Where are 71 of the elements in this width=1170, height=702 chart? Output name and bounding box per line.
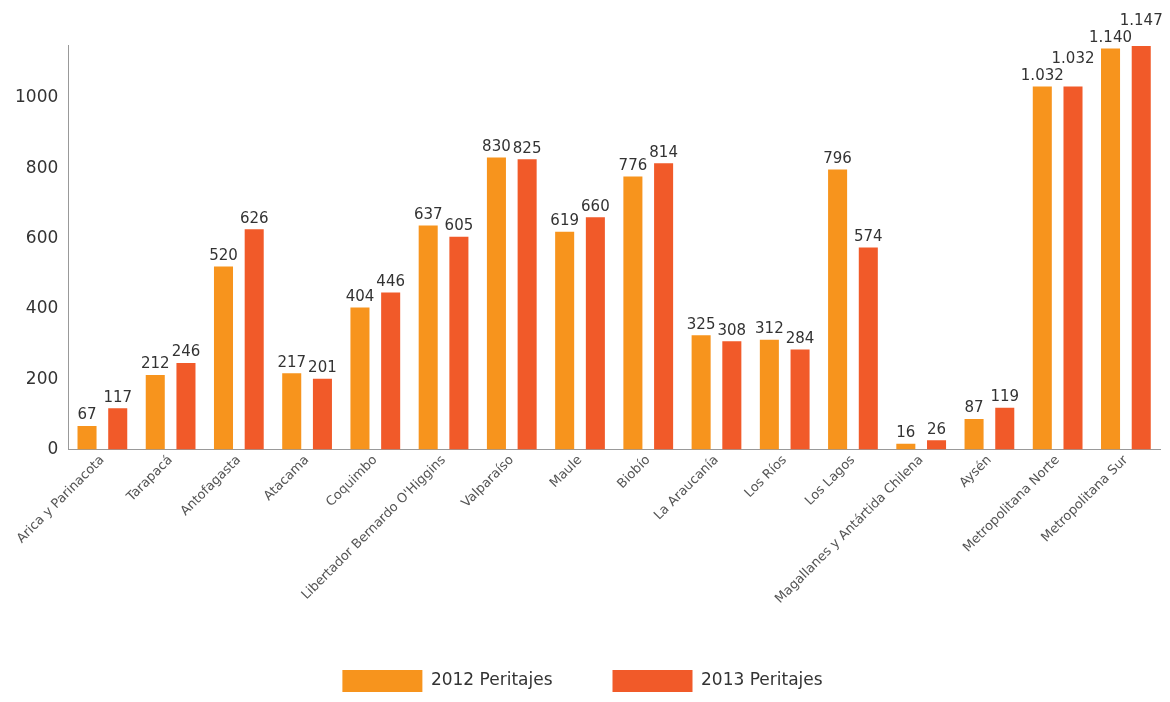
- data-label: 87: [964, 398, 984, 417]
- data-label: 16: [896, 423, 916, 442]
- data-label: 312: [755, 319, 784, 338]
- bar: [486, 157, 506, 450]
- data-label: 830: [482, 136, 511, 155]
- bar: [585, 217, 605, 450]
- bar: [244, 229, 264, 450]
- bar: [858, 247, 878, 450]
- bar: [1131, 46, 1151, 450]
- y-tick-label: 1000: [15, 86, 59, 107]
- data-label: 404: [345, 286, 375, 305]
- bar: [381, 292, 401, 450]
- data-label: 1.147: [1119, 10, 1163, 29]
- data-label: 520: [209, 245, 238, 264]
- bar: [418, 225, 438, 450]
- bar: [722, 341, 742, 450]
- bar: [555, 231, 575, 450]
- legend-label: 2013 Peritajes: [701, 669, 823, 690]
- data-label: 619: [550, 211, 579, 230]
- data-label: 284: [785, 328, 815, 347]
- bar: [176, 362, 196, 450]
- bar: [145, 374, 165, 450]
- bar: [1032, 86, 1052, 450]
- data-label: 67: [77, 405, 97, 424]
- y-tick-label: 0: [47, 437, 59, 458]
- data-label: 776: [618, 155, 648, 174]
- data-label: 605: [444, 216, 474, 235]
- data-label: 825: [512, 138, 542, 157]
- data-label: 325: [686, 314, 716, 333]
- y-tick-label: 600: [25, 226, 59, 247]
- bar: [108, 408, 128, 450]
- bar: [995, 407, 1015, 450]
- bar: [927, 440, 947, 450]
- bar: [517, 159, 537, 450]
- legend-label: 2012 Peritajes: [430, 669, 553, 690]
- bar: [312, 378, 332, 450]
- bar: [77, 425, 97, 450]
- data-label: 117: [103, 387, 133, 406]
- data-label: 1.140: [1089, 27, 1133, 46]
- bar: [654, 163, 674, 450]
- bar: [691, 335, 711, 450]
- data-label: 1.032: [1051, 48, 1095, 67]
- data-label: 217: [277, 352, 307, 371]
- bar: [828, 169, 848, 450]
- data-label: 1.032: [1020, 65, 1064, 84]
- data-label: 660: [581, 196, 610, 215]
- data-label: 212: [140, 354, 170, 373]
- y-tick-label: 400: [25, 297, 59, 318]
- bar: [790, 349, 810, 450]
- data-label: 814: [649, 142, 678, 161]
- data-label: 574: [853, 226, 883, 245]
- data-label: 796: [823, 148, 852, 167]
- data-label: 246: [171, 342, 201, 361]
- data-label: 26: [926, 419, 947, 438]
- data-label: 446: [376, 272, 405, 291]
- bar: [1063, 86, 1083, 450]
- bar: [1101, 48, 1121, 450]
- data-label: 308: [717, 320, 747, 339]
- bar: [213, 266, 234, 450]
- data-label: 201: [308, 358, 337, 377]
- bar: [759, 339, 779, 450]
- data-label: 119: [990, 387, 1020, 406]
- bar: [964, 418, 984, 450]
- y-tick-label: 800: [25, 156, 59, 177]
- bar: [350, 307, 370, 450]
- data-label: 637: [413, 204, 443, 223]
- bar: [282, 373, 302, 450]
- y-tick-label: 200: [25, 367, 59, 388]
- bar: [623, 176, 643, 450]
- data-label: 626: [239, 208, 269, 227]
- bar: [449, 236, 469, 450]
